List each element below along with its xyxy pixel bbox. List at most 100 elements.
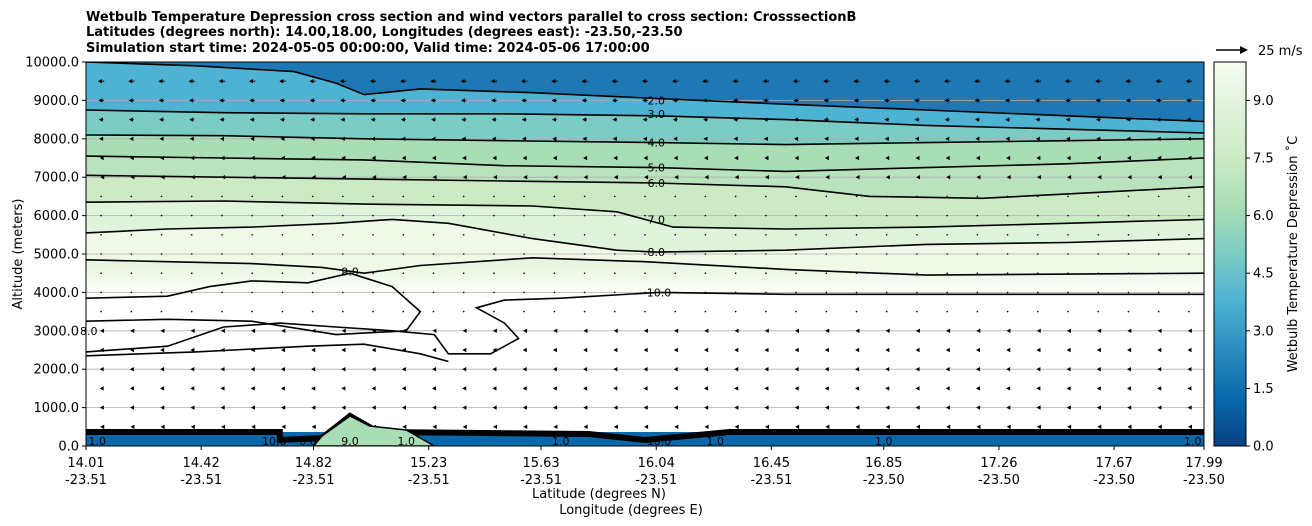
- wind-vector: [160, 272, 163, 275]
- wind-vector: [1127, 272, 1130, 275]
- wind-vector: [1097, 272, 1100, 275]
- contour-line-8.0: [86, 343, 449, 363]
- y-tick-label: 6000.0: [34, 209, 80, 224]
- wind-vector-head: [1186, 136, 1191, 141]
- x-tick-label-lon: -23.51: [635, 473, 677, 488]
- wind-vector-head: [794, 405, 799, 410]
- wind-vector: [734, 253, 737, 255]
- wind-vector-head: [613, 328, 618, 333]
- wind-vector-head: [220, 347, 225, 353]
- wind-vector-head: [583, 386, 588, 391]
- colorbar-tick-label: 6.0: [1253, 209, 1274, 224]
- wind-vector: [221, 272, 223, 275]
- wind-vector: [674, 291, 677, 294]
- wind-vector: [1037, 272, 1039, 275]
- wind-vector: [644, 291, 646, 294]
- wind-vector-head: [189, 136, 194, 141]
- wind-vector-head: [219, 117, 224, 122]
- wind-vector-head: [432, 347, 437, 353]
- wind-vector: [462, 291, 465, 294]
- colorbar-label: Wetbulb Temperature Depression ˚C: [1285, 136, 1301, 373]
- wind-vector-head: [158, 79, 163, 84]
- contour-label-10.0: 10.0: [647, 286, 672, 299]
- wind-vector-head: [581, 79, 586, 84]
- wind-vector-head: [1156, 117, 1161, 122]
- wind-vector: [342, 291, 344, 294]
- wind-vector: [644, 234, 646, 236]
- surface-contour-label: 1.0: [397, 435, 415, 448]
- wind-vector-head: [1127, 367, 1132, 372]
- wind-vector-head: [1005, 117, 1010, 122]
- wind-vector-head: [764, 424, 769, 429]
- wind-vector: [1097, 253, 1100, 255]
- wind-vector: [704, 195, 707, 198]
- wind-vector: [553, 195, 556, 198]
- wind-vector: [281, 234, 284, 236]
- wind-vector: [704, 234, 707, 236]
- wind-vector: [160, 310, 163, 313]
- wind-vector: [916, 195, 918, 198]
- wind-vector-head: [250, 347, 255, 353]
- wind-vector-head: [793, 98, 798, 103]
- wind-vector-head: [461, 117, 466, 122]
- wind-vector-head: [99, 155, 104, 161]
- contour-lines: [86, 62, 1204, 363]
- wind-vector-head: [1187, 155, 1192, 161]
- wind-vector-head: [401, 155, 406, 161]
- wind-vector: [855, 234, 858, 236]
- wind-vector-head: [280, 136, 285, 141]
- wind-vector-head: [431, 117, 436, 122]
- wind-vector: [976, 272, 979, 275]
- wind-vector-head: [915, 328, 920, 333]
- wind-vector-head: [1127, 175, 1132, 180]
- contour-line-8.0: [86, 218, 1204, 253]
- wind-vector: [1188, 195, 1190, 198]
- wind-vector-head: [885, 405, 890, 410]
- wind-vector-head: [1066, 367, 1071, 372]
- y-tick-label: 1000.0: [34, 401, 80, 416]
- wind-vector-head: [794, 386, 799, 391]
- wind-vector-head: [914, 117, 919, 122]
- wind-vector: [916, 234, 918, 236]
- contour-labels: 2.03.0 4.0 5.0 6.0 7.0 8.0 9.0 10.0 8.0: [80, 94, 672, 338]
- wind-vector: [523, 234, 525, 236]
- wind-vector-head: [159, 117, 164, 122]
- wind-vector-head: [160, 155, 165, 161]
- wind-vector: [1097, 195, 1100, 198]
- wind-vector-head: [160, 367, 165, 372]
- wind-vector-head: [914, 98, 919, 103]
- wind-vector-head: [1157, 155, 1162, 161]
- y-tick-label: 3000.0: [34, 324, 80, 339]
- wind-vector: [1067, 195, 1069, 198]
- wind-vector-head: [129, 136, 134, 141]
- wind-vector-head: [1036, 386, 1041, 391]
- contour-label-8.0: 8.0: [80, 325, 98, 338]
- wind-vector: [1157, 272, 1160, 275]
- wind-vector-head: [1006, 347, 1011, 353]
- wind-vector: [825, 214, 828, 217]
- wind-vector-head: [975, 117, 980, 122]
- wind-vector: [493, 234, 495, 236]
- wind-vector: [190, 291, 193, 294]
- wind-vector-head: [1034, 79, 1039, 84]
- wind-vector: [946, 195, 948, 198]
- wind-vector-head: [369, 79, 374, 84]
- wind-vector: [825, 291, 828, 294]
- shading-band-3: [86, 62, 1204, 133]
- contour-line-inner: [86, 272, 422, 336]
- wind-vector-head: [704, 405, 709, 410]
- wind-vector-head: [1035, 136, 1040, 141]
- wind-vector: [1067, 310, 1069, 313]
- wind-vector-head: [100, 175, 105, 180]
- wind-vector-head: [583, 405, 588, 410]
- wind-vector-head: [339, 79, 344, 84]
- wind-vector: [462, 195, 465, 198]
- wind-vector: [342, 253, 344, 255]
- wind-vector-head: [219, 98, 224, 103]
- wind-vector-head: [915, 386, 920, 391]
- wind-vector-head: [492, 405, 497, 410]
- wind-vector-head: [190, 386, 195, 391]
- wind-vector: [432, 234, 435, 236]
- wind-vector-head: [432, 367, 437, 372]
- wind-vector: [1097, 234, 1100, 236]
